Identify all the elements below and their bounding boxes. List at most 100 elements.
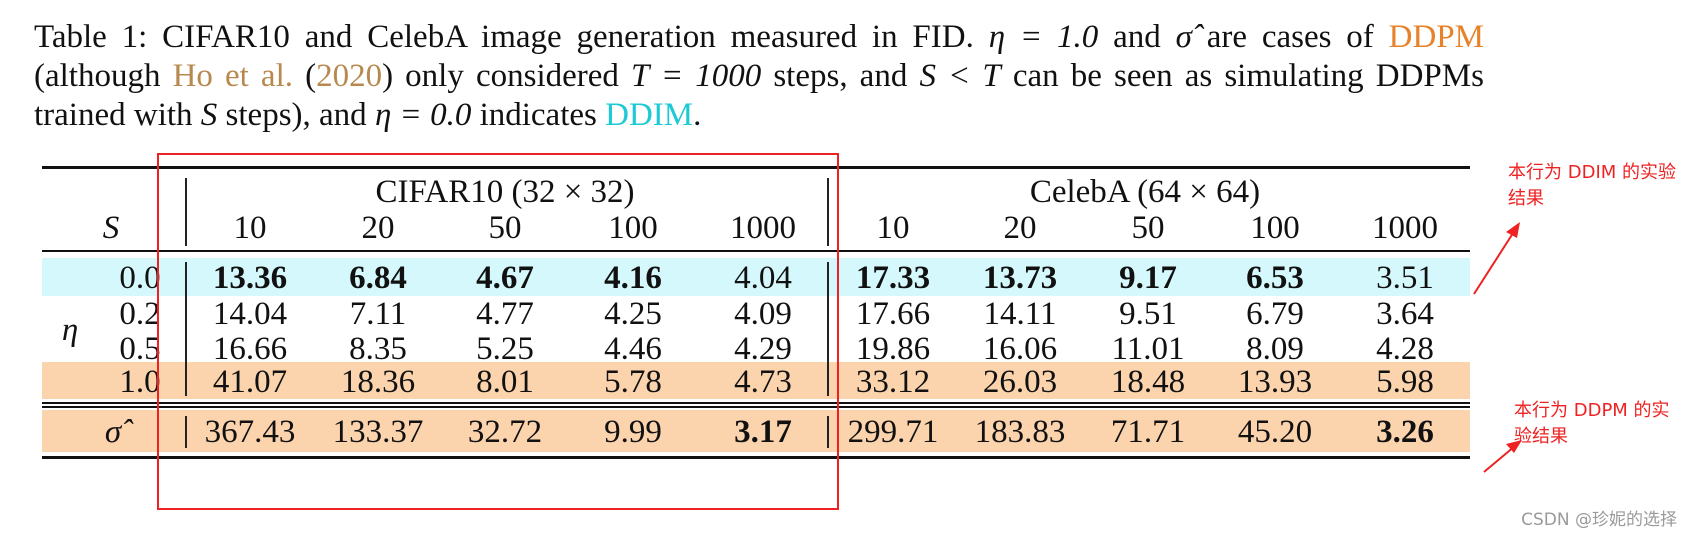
sigma-row-highlight — [42, 410, 1470, 452]
table-cell: 4.28 — [1376, 331, 1434, 367]
table-cell: 9.99 — [604, 414, 662, 450]
table-cell: 18.48 — [1110, 364, 1186, 400]
caption-text: Table 1: CIFAR10 and CelebA image genera… — [34, 19, 989, 55]
table-cell: 9.17 — [1119, 260, 1177, 296]
table-cell: 4.29 — [734, 331, 792, 367]
caption-text: and — [1098, 19, 1176, 55]
step-header: 1000 — [1372, 210, 1438, 246]
column-separator — [827, 178, 829, 246]
table-cell: 6.79 — [1246, 296, 1304, 332]
caption-text: (although — [34, 58, 173, 94]
eta-value-label: 0.5 — [119, 331, 161, 367]
table-cell: 26.03 — [982, 364, 1058, 400]
table-cell: 8.35 — [349, 331, 407, 367]
table-header-rule — [42, 250, 1470, 252]
table-cell: 32.72 — [467, 414, 543, 450]
table-cell: 33.12 — [855, 364, 931, 400]
table-cell: 3.64 — [1376, 296, 1434, 332]
table-cell: 3.51 — [1376, 260, 1434, 296]
table-cell: 11.01 — [1111, 331, 1185, 367]
table-cell: 18.36 — [340, 364, 416, 400]
caption-math: σ̂ — [1175, 19, 1192, 55]
table-mid-rule — [42, 402, 1470, 404]
csdn-watermark: CSDN @珍妮的选择 — [1521, 510, 1677, 530]
table-mid-rule — [42, 406, 1470, 408]
eta-row-label: η — [61, 312, 79, 348]
table-cell: 17.66 — [855, 296, 931, 332]
column-separator — [185, 416, 187, 448]
table-cell: 299.71 — [847, 414, 939, 450]
step-header: 100 — [1250, 210, 1300, 246]
step-header: 1000 — [730, 210, 796, 246]
table-cell: 5.98 — [1376, 364, 1434, 400]
table-cell: 4.25 — [604, 296, 662, 332]
ddpm-row-highlight — [42, 362, 1470, 399]
step-header: 50 — [488, 210, 522, 246]
table-cell: 45.20 — [1237, 414, 1313, 450]
caption-text: can be seen as simulating DDPMs trained … — [34, 58, 1484, 133]
table-cell: 3.26 — [1376, 414, 1434, 450]
eta-value-label: 0.0 — [119, 260, 161, 296]
eta-value-label: 0.2 — [119, 296, 161, 332]
caption-math: T = 1000 — [631, 58, 762, 94]
ddim-arrow — [1473, 222, 1520, 295]
eta-value-label: 1.0 — [119, 364, 161, 400]
table-cell: 13.93 — [1237, 364, 1313, 400]
table-cell: 19.86 — [855, 331, 931, 367]
celeba-group-header: CelebA (64 × 64) — [1029, 174, 1261, 210]
table-cell: 6.84 — [349, 260, 407, 296]
table-cell: 13.36 — [212, 260, 288, 296]
column-separator — [185, 178, 187, 246]
table-cell: 4.04 — [734, 260, 792, 296]
table-cell: 8.09 — [1246, 331, 1304, 367]
column-separator — [185, 262, 187, 396]
steps-column-header: S — [102, 210, 120, 246]
table-cell: 6.53 — [1246, 260, 1304, 296]
table-cell: 8.01 — [476, 364, 534, 400]
table-cell: 4.09 — [734, 296, 792, 332]
annotation-highlight-box — [157, 153, 839, 510]
caption-text: . — [693, 97, 702, 133]
ddim-annotation-note: 本行为 DDIM 的实验结果 — [1508, 162, 1677, 209]
caption-math: S < T — [919, 58, 1001, 94]
table-cell: 7.11 — [349, 296, 407, 332]
caption-text: steps, and — [761, 58, 920, 94]
ddim-row-highlight — [42, 258, 1470, 296]
caption-math: S — [200, 97, 218, 133]
caption-text: ) only considered — [382, 58, 631, 94]
table-top-rule — [42, 166, 1470, 169]
table-cell: 367.43 — [204, 414, 296, 450]
caption-math: η = 0.0 — [374, 97, 472, 133]
table-bottom-rule — [42, 456, 1470, 459]
step-header: 20 — [361, 210, 395, 246]
table-cell: 14.11 — [983, 296, 1057, 332]
ho-citation-link[interactable]: Ho et al. — [172, 58, 293, 94]
caption-text: steps), and — [217, 97, 375, 133]
column-separator — [827, 416, 829, 448]
table-cell: 183.83 — [974, 414, 1066, 450]
ddpm-citation-link[interactable]: DDPM — [1388, 19, 1484, 55]
table-cell: 16.06 — [982, 331, 1058, 367]
table-cell: 41.07 — [212, 364, 288, 400]
caption-text: ( — [293, 58, 317, 94]
table-cell: 4.46 — [604, 331, 662, 367]
table-cell: 14.04 — [212, 296, 288, 332]
table-caption: Table 1: CIFAR10 and CelebA image genera… — [34, 18, 1484, 135]
table-cell: 71.71 — [1110, 414, 1186, 450]
cifar-group-header: CIFAR10 (32 × 32) — [375, 174, 635, 210]
table-cell: 5.25 — [476, 331, 534, 367]
step-header: 20 — [1003, 210, 1037, 246]
caption-math: η = 1.0 — [988, 19, 1099, 55]
step-header: 50 — [1131, 210, 1165, 246]
table-cell: 4.77 — [476, 296, 534, 332]
table-cell: 5.78 — [604, 364, 662, 400]
caption-text: indicates — [471, 97, 606, 133]
table-cell: 4.67 — [476, 260, 534, 296]
step-header: 10 — [876, 210, 910, 246]
step-header: 100 — [608, 210, 658, 246]
ddim-citation-link[interactable]: DDIM — [605, 97, 694, 133]
year-citation-link[interactable]: 2020 — [316, 58, 383, 94]
caption-text: are cases of — [1191, 19, 1389, 55]
table-cell: 133.37 — [332, 414, 424, 450]
table-cell: 9.51 — [1119, 296, 1177, 332]
